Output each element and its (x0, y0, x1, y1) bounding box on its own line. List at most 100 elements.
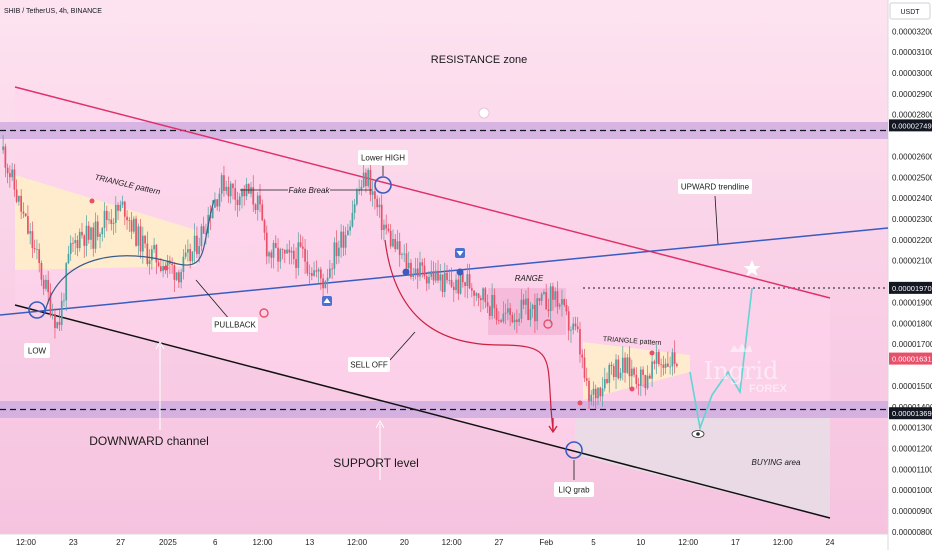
candle-body (522, 299, 525, 305)
candle-body (405, 253, 408, 269)
lower-high-label-box (358, 150, 408, 165)
candle-body (56, 322, 59, 329)
candle-body (378, 204, 381, 208)
candle-body (317, 269, 320, 272)
x-tick-label: 12:00 (347, 538, 368, 547)
candle-body (338, 247, 340, 257)
candle-body (216, 199, 219, 207)
candle-body (633, 368, 635, 375)
resistance-zone-label: RESISTANCE zone (431, 54, 527, 66)
candle-body (218, 193, 221, 207)
y-tick-label: 0.00001800 (892, 319, 932, 328)
candle-body (189, 249, 192, 262)
price-level-tags: 0.00002749 0.00001970 0.00001369 0.00001631 (889, 119, 932, 420)
candle-body (601, 388, 604, 397)
candle-body (651, 361, 653, 379)
eye-icon (691, 430, 705, 438)
candle-body (630, 368, 633, 377)
candle-body (270, 252, 273, 258)
candle-body (234, 188, 237, 200)
candle-body (585, 378, 588, 381)
candle-body (495, 308, 498, 321)
upward-trendline (0, 227, 889, 316)
candle-body (38, 249, 41, 264)
candle-body (306, 261, 309, 274)
callout-arrowhead (375, 419, 385, 429)
candle-body (509, 308, 511, 316)
sell-off-arrowhead (548, 418, 558, 434)
candle-body (157, 262, 160, 267)
candle-body (250, 187, 252, 194)
candle-body (155, 245, 158, 263)
candle-body (27, 216, 29, 234)
candle-body (139, 226, 142, 252)
candle-body (617, 359, 620, 379)
candle-body (500, 320, 502, 322)
candle-body (502, 313, 505, 322)
candle-body (624, 357, 626, 373)
candle-body (344, 235, 347, 248)
candle-body (130, 220, 133, 232)
candle-body (279, 249, 282, 262)
candle-body (369, 169, 372, 195)
candle-body (529, 308, 532, 321)
pivot-dot (629, 386, 635, 392)
candle-body (141, 235, 144, 252)
rocket-icon (478, 107, 490, 119)
candle-body (6, 167, 9, 174)
y-tick-label: 0.00000800 (892, 528, 932, 537)
candle-body (171, 263, 173, 266)
resistance-trendline (14, 86, 831, 299)
candle-body (153, 245, 155, 250)
candle-body (99, 234, 101, 237)
candle-body (414, 268, 417, 274)
candle-body (374, 191, 376, 199)
candle-body (538, 298, 541, 301)
symbol-title: SHIB / TetherUS, 4h, BINANCE (4, 8, 102, 15)
candle-body (117, 204, 119, 211)
candles-group (2, 135, 678, 410)
pullback-curve (44, 199, 215, 313)
candle-body (525, 298, 527, 305)
candle-body (47, 279, 50, 293)
candle-body (175, 272, 178, 280)
x-tick-label: 2025 (159, 538, 177, 547)
pivot-dot (577, 400, 583, 406)
candle-body (74, 240, 77, 244)
candle-body (437, 270, 439, 281)
downward-channel-label: DOWNWARD channel (89, 434, 209, 448)
candle-body (518, 318, 520, 323)
candle-body (387, 228, 390, 231)
candle-body (520, 299, 523, 319)
y-tick-label: 0.00002500 (892, 173, 932, 182)
candle-body (123, 201, 126, 217)
upward-trendline-label-box (678, 179, 752, 194)
candle-body (180, 272, 182, 283)
candle-body (227, 186, 230, 197)
y-tick-label: 0.00001500 (892, 382, 932, 391)
x-tick-label: 20 (400, 538, 409, 547)
watermark-name: Ingrid (704, 357, 779, 385)
price-axis-ticks: 0.00003200 0.00003100 0.00003000 0.00002900… (892, 27, 932, 537)
candle-body (187, 249, 189, 253)
currency-badge[interactable] (889, 2, 931, 20)
y-tick-label: 0.00002100 (892, 257, 932, 266)
candle-body (486, 302, 489, 307)
candle-body (112, 222, 115, 224)
x-tick-label: Feb (539, 538, 553, 547)
current-price-tag-label: 0.00001631 (892, 355, 932, 364)
candle-body (430, 271, 433, 277)
candle-body (301, 246, 304, 249)
low-label: LOW (28, 347, 47, 356)
level-tag-label: 0.00002749 (892, 121, 932, 130)
candle-body (434, 270, 437, 281)
candle-body (470, 288, 473, 291)
candle-body (603, 379, 606, 389)
candle-body (353, 204, 356, 213)
triangle-pattern-2-label: TRIANGLE pattern (603, 336, 662, 347)
candle-body (583, 357, 586, 379)
candle-body (315, 270, 318, 272)
price-axis-panel (888, 0, 932, 550)
candle-body (516, 319, 518, 323)
